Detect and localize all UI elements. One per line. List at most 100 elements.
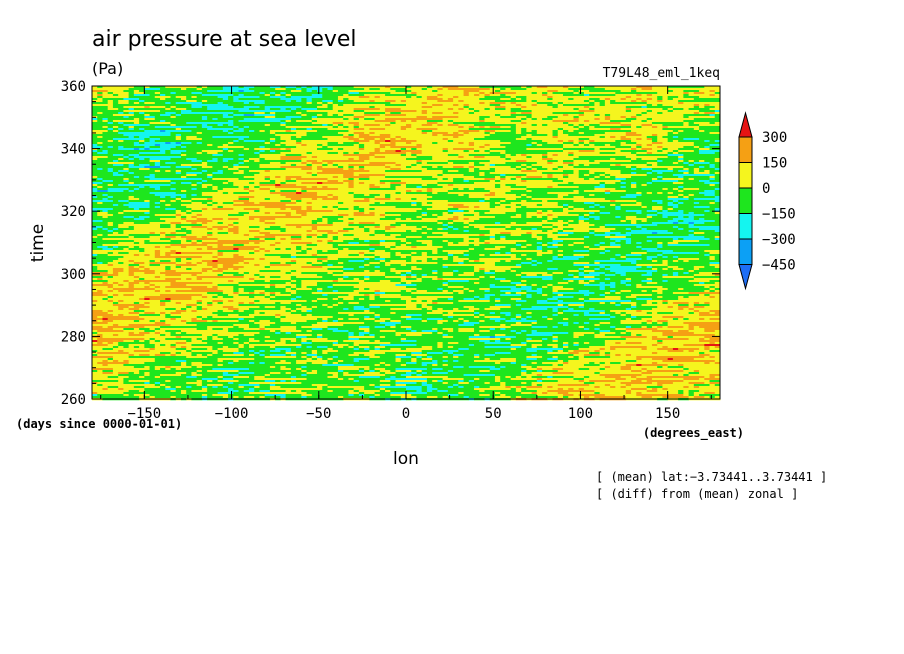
field-cell — [573, 274, 580, 277]
field-cell — [526, 100, 532, 103]
field-cell — [416, 160, 423, 163]
field-cell — [500, 202, 512, 205]
field-cell — [92, 226, 103, 229]
field-cell — [542, 254, 559, 257]
field-cell — [406, 152, 412, 155]
field-cell — [317, 198, 323, 201]
field-cell — [521, 130, 527, 133]
field-cell — [92, 168, 98, 171]
field-cell — [395, 218, 402, 221]
field-cell — [353, 118, 360, 121]
field-cell — [275, 112, 297, 115]
field-cell — [259, 218, 276, 221]
field-cell — [542, 94, 548, 97]
field-cell — [390, 142, 396, 145]
field-cell — [92, 154, 114, 157]
field-cell — [657, 248, 721, 251]
field-cell — [322, 290, 334, 293]
field-cell — [688, 168, 695, 171]
field-cell — [693, 146, 700, 149]
field-cell — [447, 290, 454, 293]
field-cell — [683, 176, 710, 179]
field-cell — [160, 238, 171, 241]
field-cell — [107, 294, 114, 297]
field-cell — [222, 264, 234, 267]
field-cell — [563, 208, 569, 211]
field-cell — [154, 232, 161, 235]
field-cell — [432, 270, 438, 273]
field-cell — [280, 306, 287, 309]
field-cell — [238, 218, 250, 221]
field-cell — [447, 254, 454, 257]
field-cell — [426, 198, 485, 201]
field-cell — [657, 296, 663, 299]
field-cell — [144, 158, 150, 161]
field-cell — [636, 296, 658, 299]
field-cell — [667, 132, 674, 135]
field-cell — [458, 270, 475, 273]
field-cell — [526, 166, 532, 169]
field-cell — [285, 140, 297, 143]
field-cell — [222, 172, 234, 175]
field-cell — [631, 146, 637, 149]
field-cell — [458, 194, 464, 197]
field-cell — [437, 90, 464, 93]
field-cell — [196, 248, 203, 251]
field-cell — [693, 212, 716, 215]
field-cell — [589, 266, 601, 269]
field-cell — [296, 280, 302, 283]
field-cell — [625, 274, 642, 277]
field-cell — [102, 86, 135, 89]
field-cell — [563, 206, 569, 209]
field-cell — [317, 106, 328, 109]
field-cell — [92, 90, 109, 93]
field-cell — [468, 218, 480, 221]
field-cell — [432, 188, 454, 191]
field-cell — [437, 288, 444, 291]
field-cell — [416, 128, 438, 131]
field-cell — [474, 316, 480, 319]
field-cell — [500, 316, 517, 319]
field-cell — [92, 306, 119, 309]
field-cell — [557, 254, 564, 257]
field-cell — [107, 130, 114, 133]
field-cell — [463, 230, 470, 233]
field-cell — [426, 252, 433, 255]
field-cell — [107, 194, 156, 197]
field-cell — [589, 212, 595, 215]
field-cell — [526, 118, 532, 121]
field-cell — [515, 160, 527, 163]
field-cell — [269, 148, 281, 151]
field-cell — [437, 272, 444, 275]
field-cell — [505, 200, 522, 203]
field-cell — [683, 210, 705, 213]
field-cell — [636, 184, 642, 187]
field-cell — [416, 306, 423, 309]
field-cell — [374, 234, 386, 237]
field-cell — [678, 216, 684, 219]
field-cell — [500, 116, 517, 119]
field-cell — [385, 300, 391, 303]
field-cell — [463, 188, 470, 191]
field-cell — [290, 292, 297, 295]
field-cell — [583, 178, 590, 181]
field-cell — [521, 98, 527, 101]
field-cell — [484, 188, 527, 191]
field-cell — [343, 220, 438, 223]
field-cell — [327, 124, 334, 127]
field-cell — [133, 196, 161, 199]
field-cell — [400, 282, 407, 285]
field-cell — [175, 196, 182, 199]
field-cell — [332, 290, 339, 293]
field-cell — [348, 126, 355, 129]
field-cell — [651, 140, 658, 143]
field-cell — [651, 86, 669, 89]
field-cell — [411, 166, 423, 169]
field-cell — [557, 90, 574, 93]
field-cell — [505, 192, 548, 195]
field-cell — [494, 298, 501, 301]
field-cell — [385, 250, 433, 253]
field-cell — [317, 160, 323, 163]
field-cell — [510, 312, 527, 315]
field-cell — [563, 104, 595, 107]
